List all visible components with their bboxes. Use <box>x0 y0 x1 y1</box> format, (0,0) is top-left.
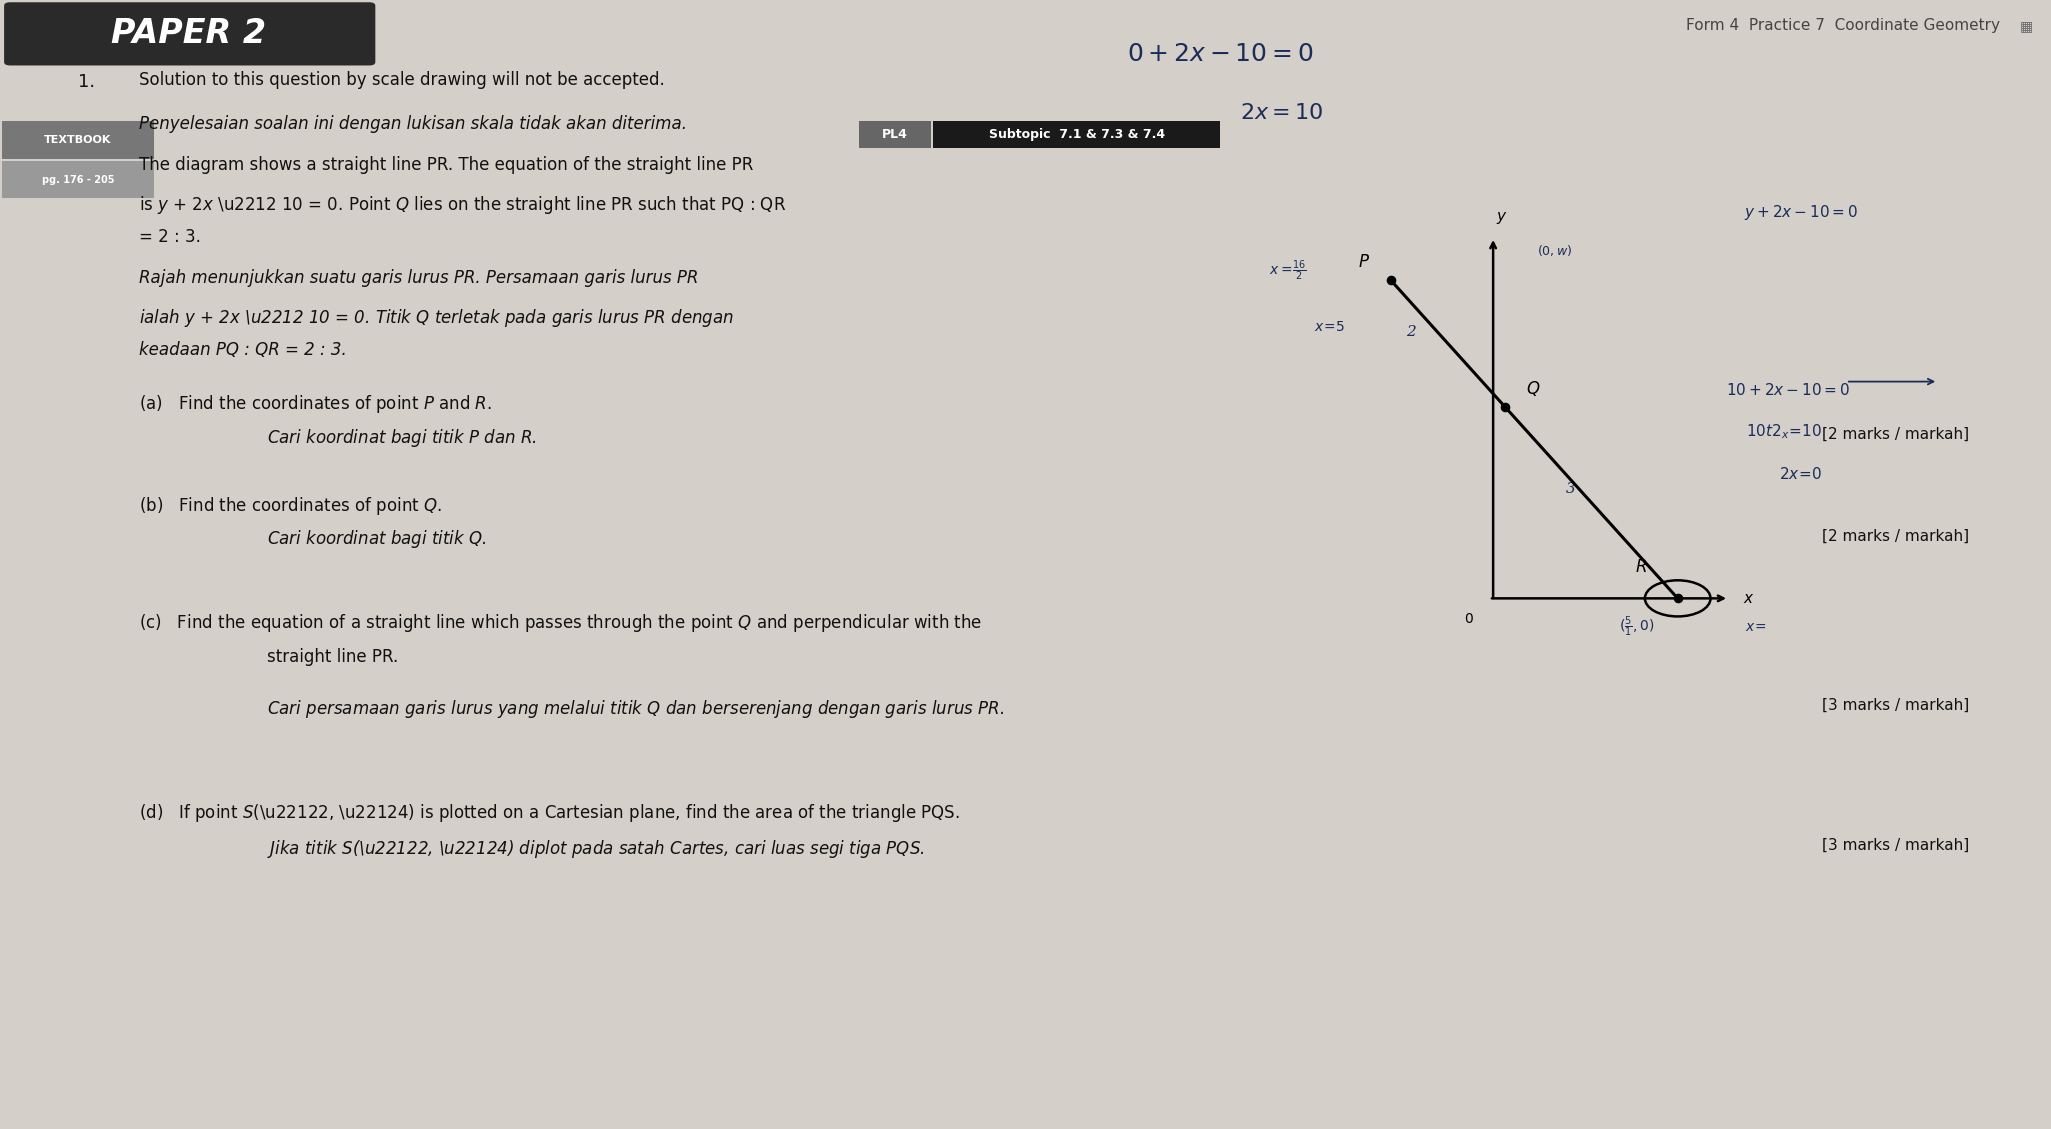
Text: Cari koordinat bagi titik $Q$.: Cari koordinat bagi titik $Q$. <box>267 528 486 550</box>
Text: 1.: 1. <box>78 73 94 91</box>
Text: Cari persamaan garis lurus yang melalui titik $Q$ dan berserenjang dengan garis : Cari persamaan garis lurus yang melalui … <box>267 698 1003 719</box>
Text: $(0,w)$: $(0,w)$ <box>1536 243 1573 259</box>
Text: TEXTBOOK: TEXTBOOK <box>45 135 111 145</box>
Text: $10t2_x\!=\!10$: $10t2_x\!=\!10$ <box>1745 422 1823 440</box>
Text: $y$: $y$ <box>1495 210 1507 226</box>
Text: $y+2x-10=0$: $y+2x-10=0$ <box>1743 203 1858 221</box>
Text: PL4: PL4 <box>882 128 909 141</box>
Text: (a)   Find the coordinates of point $P$ and $R$.: (a) Find the coordinates of point $P$ an… <box>139 393 492 414</box>
Text: 2: 2 <box>1407 325 1415 340</box>
Text: $Q$: $Q$ <box>1526 379 1540 399</box>
FancyBboxPatch shape <box>4 2 375 65</box>
Text: Subtopic  7.1 & 7.3 & 7.4: Subtopic 7.1 & 7.3 & 7.4 <box>989 128 1165 141</box>
Text: = 2 : 3.: = 2 : 3. <box>139 228 201 246</box>
Text: Penyelesaian soalan ini dengan lukisan skala tidak akan diterima.: Penyelesaian soalan ini dengan lukisan s… <box>139 115 687 133</box>
Point <box>1489 399 1522 417</box>
Text: $0 + 2x - 10 = 0$: $0 + 2x - 10 = 0$ <box>1126 43 1315 65</box>
Text: keadaan PQ : QR = 2 : 3.: keadaan PQ : QR = 2 : 3. <box>139 341 347 359</box>
Point <box>1661 589 1694 607</box>
Text: Rajah menunjukkan suatu garis lurus PR. Persamaan garis lurus PR: Rajah menunjukkan suatu garis lurus PR. … <box>139 269 699 287</box>
Text: $(\frac{5}{1},0)$: $(\frac{5}{1},0)$ <box>1618 614 1655 639</box>
Text: (c)   Find the equation of a straight line which passes through the point $Q$ an: (c) Find the equation of a straight line… <box>139 612 982 633</box>
Text: ▦: ▦ <box>2020 19 2033 33</box>
Text: Jika titik $S$(\u22122, \u22124) diplot pada satah Cartes, cari luas segi tiga $: Jika titik $S$(\u22122, \u22124) diplot … <box>267 838 925 859</box>
FancyBboxPatch shape <box>2 121 154 159</box>
Text: The diagram shows a straight line PR. The equation of the straight line PR: The diagram shows a straight line PR. Th… <box>139 156 755 174</box>
Text: $2x = 10$: $2x = 10$ <box>1241 102 1323 124</box>
Text: [3 marks / markah]: [3 marks / markah] <box>1821 698 1969 712</box>
Text: ialah $y$ + 2$x$ \u2212 10 = 0. Titik $Q$ terletak pada garis lurus PR dengan: ialah $y$ + 2$x$ \u2212 10 = 0. Titik $Q… <box>139 307 734 329</box>
Text: pg. 176 - 205: pg. 176 - 205 <box>41 175 115 184</box>
Text: Solution to this question by scale drawing will not be accepted.: Solution to this question by scale drawi… <box>139 71 665 89</box>
Text: PAPER 2: PAPER 2 <box>111 17 267 51</box>
Text: (d)   If point $S$(\u22122, \u22124) is plotted on a Cartesian plane, find the a: (d) If point $S$(\u22122, \u22124) is pl… <box>139 802 960 823</box>
Text: 3: 3 <box>1567 482 1575 497</box>
Point <box>1374 271 1407 289</box>
FancyBboxPatch shape <box>2 161 154 198</box>
Text: $x=\!\frac{16}{2}$: $x=\!\frac{16}{2}$ <box>1270 259 1306 283</box>
FancyBboxPatch shape <box>933 121 1220 148</box>
Text: straight line PR.: straight line PR. <box>267 648 398 666</box>
Text: 0: 0 <box>1464 612 1473 625</box>
Text: $10+2x-10=0$: $10+2x-10=0$ <box>1727 382 1850 397</box>
Text: $x$: $x$ <box>1743 590 1756 606</box>
Text: (b)   Find the coordinates of point $Q$.: (b) Find the coordinates of point $Q$. <box>139 495 443 516</box>
Text: [3 marks / markah]: [3 marks / markah] <box>1821 838 1969 852</box>
Text: [2 marks / markah]: [2 marks / markah] <box>1821 528 1969 543</box>
Text: Form 4  Practice 7  Coordinate Geometry: Form 4 Practice 7 Coordinate Geometry <box>1686 18 2000 34</box>
Text: Cari koordinat bagi titik $P$ dan $R$.: Cari koordinat bagi titik $P$ dan $R$. <box>267 427 537 448</box>
Text: [2 marks / markah]: [2 marks / markah] <box>1821 427 1969 441</box>
Text: $x\!=\!$: $x\!=\!$ <box>1745 620 1766 633</box>
Text: $2x\!=\!0$: $2x\!=\!0$ <box>1778 466 1823 482</box>
Text: $P$: $P$ <box>1358 253 1370 271</box>
FancyBboxPatch shape <box>859 121 931 148</box>
Text: $x\!=\!5$: $x\!=\!5$ <box>1315 321 1343 334</box>
Text: is $y$ + 2$x$ \u2212 10 = 0. Point $Q$ lies on the straight line PR such that PQ: is $y$ + 2$x$ \u2212 10 = 0. Point $Q$ l… <box>139 194 788 216</box>
Text: $R$: $R$ <box>1635 558 1647 576</box>
